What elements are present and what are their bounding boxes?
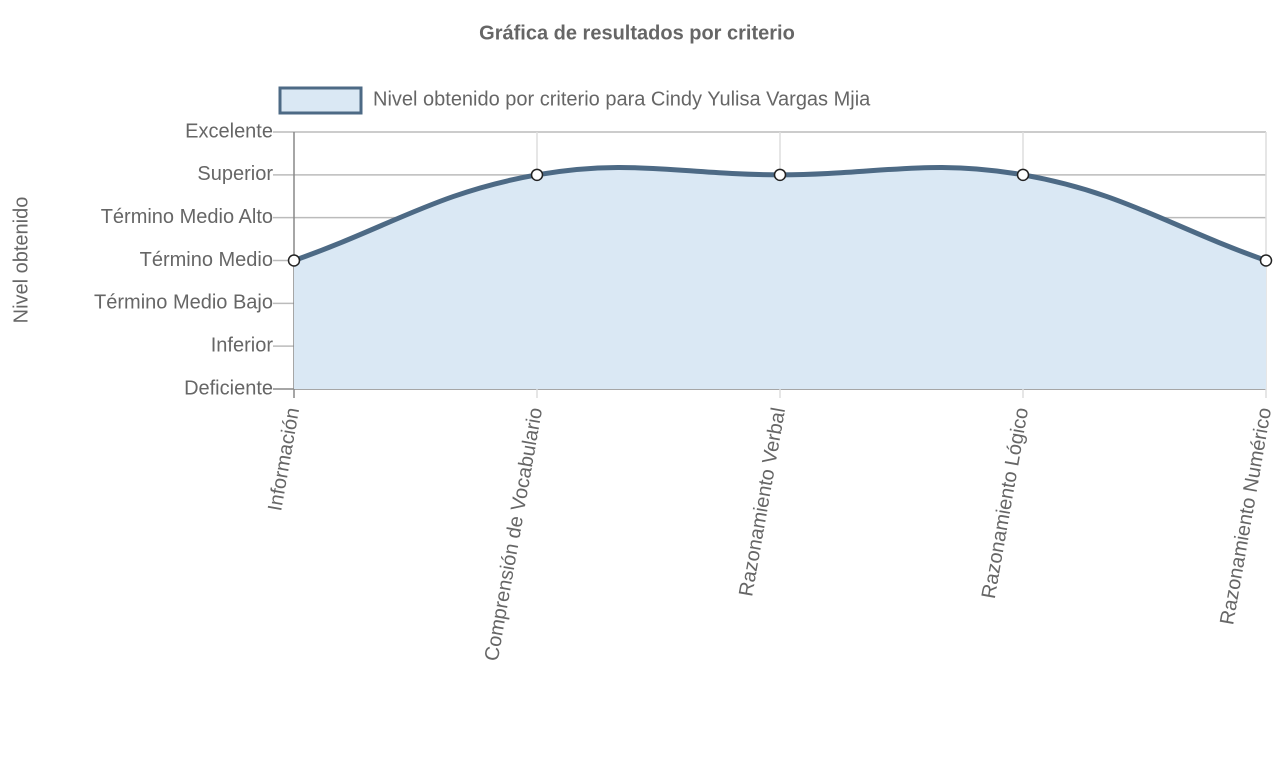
y-tick-label: Deficiente bbox=[184, 377, 273, 399]
chart-title: Gráfica de resultados por criterio bbox=[479, 22, 795, 44]
y-tick-label: Término Medio Bajo bbox=[94, 292, 273, 314]
x-tick-label: Razonamiento Lógico bbox=[978, 406, 1033, 600]
x-tick-label: Razonamiento Numérico bbox=[1216, 406, 1274, 627]
y-tick-label: Excelente bbox=[185, 120, 273, 142]
y-tick-label: Inferior bbox=[211, 334, 274, 356]
y-axis-title: Nivel obtenido bbox=[10, 197, 32, 324]
x-tick-label: Razonamiento Verbal bbox=[735, 406, 790, 598]
point bbox=[530, 168, 544, 182]
legend-label: Nivel obtenido por criterio para Cindy Y… bbox=[373, 88, 871, 110]
y-tick-label: Término Medio Alto bbox=[101, 206, 273, 228]
point bbox=[1016, 168, 1030, 182]
y-tick-label: Superior bbox=[197, 163, 273, 185]
y-tick-label: Término Medio bbox=[140, 249, 273, 271]
x-tick-label: Comprensión de Vocabulario bbox=[481, 406, 547, 663]
point bbox=[1259, 254, 1273, 267]
point bbox=[287, 254, 301, 267]
legend-swatch bbox=[278, 86, 363, 115]
x-tick-label: Información bbox=[264, 406, 304, 513]
area bbox=[294, 167, 1266, 389]
point bbox=[773, 168, 787, 182]
